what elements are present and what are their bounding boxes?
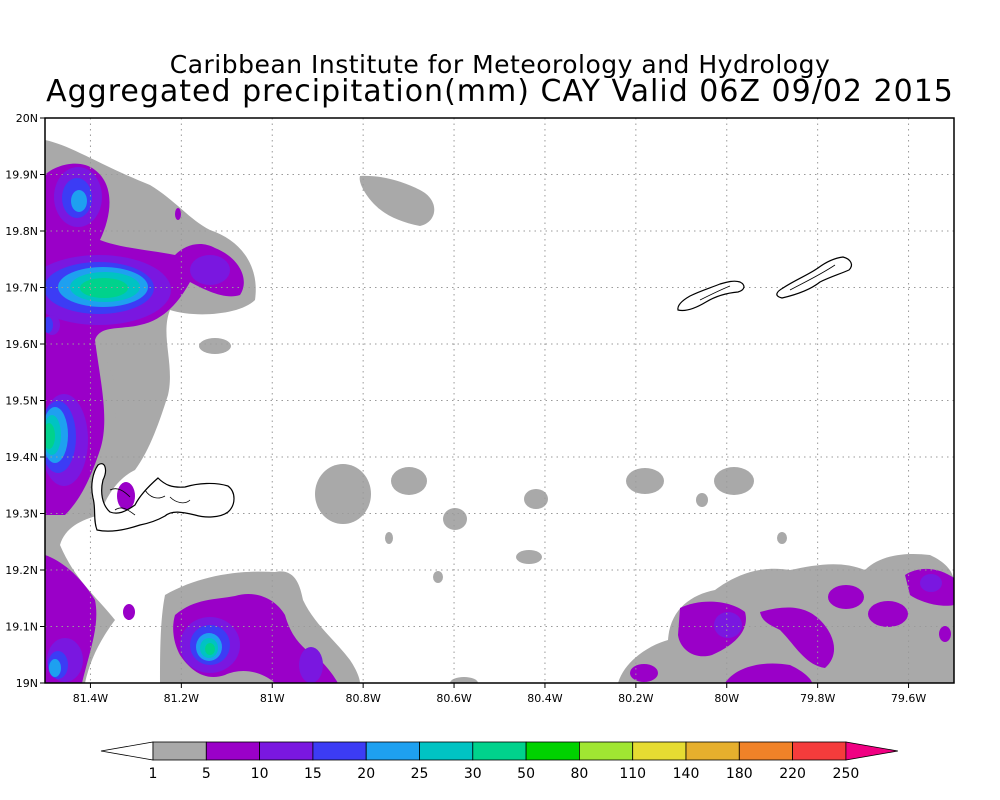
precip-cell-gray xyxy=(714,467,754,495)
precip-cell-gray xyxy=(391,467,427,495)
colorbar-box xyxy=(419,741,474,761)
lon-tick-label: 79.6W xyxy=(891,692,926,705)
lat-tick-label: 19.2N xyxy=(5,564,38,577)
lon-tick-label: 80.4W xyxy=(527,692,562,705)
colorbar-low-arrow xyxy=(100,741,154,761)
lat-tick-label: 19.5N xyxy=(5,395,38,408)
precip-field xyxy=(45,140,954,683)
colorbar-box xyxy=(792,741,847,761)
colorbar-box xyxy=(152,741,207,761)
lon-tick-label: 80.6W xyxy=(436,692,471,705)
island-little-cayman xyxy=(677,280,745,312)
colorbar-box xyxy=(525,741,580,761)
precip-cell-seagreen xyxy=(80,278,128,298)
map-grid xyxy=(45,117,954,684)
coastline-detail xyxy=(109,264,836,516)
precip-region-purple-east-2 xyxy=(760,607,835,668)
precip-cell-seagreen xyxy=(45,423,55,449)
lon-tick-label: 80.8W xyxy=(345,692,380,705)
colorbar-label: 110 xyxy=(619,766,646,782)
precip-region-purple-west xyxy=(45,163,244,515)
precip-cell-purple xyxy=(117,482,135,510)
precip-cell-gray xyxy=(696,493,708,507)
precip-cell-purple xyxy=(123,604,135,620)
lon-tick-label: 80W xyxy=(714,692,739,705)
lon-tick-label: 81.4W xyxy=(73,692,108,705)
island-grand-cayman xyxy=(91,463,235,532)
precip-cell-seagreen xyxy=(205,643,215,655)
lat-tick-label: 19.6N xyxy=(5,338,38,351)
precip-cell-gray xyxy=(777,532,787,544)
lat-tick-label: 19.1N xyxy=(5,621,38,634)
colorbar-label: 30 xyxy=(464,766,482,782)
precip-cell-gray xyxy=(433,571,443,583)
colorbar-box xyxy=(632,741,687,761)
longitude-axis: 81.4W 81.2W 81W 80.8W 80.6W 80.4W 80.2W 80W 79.8… xyxy=(73,683,926,705)
lon-tick-label: 81.2W xyxy=(164,692,199,705)
precip-cell-blue xyxy=(45,317,53,333)
precip-cell-purple xyxy=(828,585,864,609)
precip-cell-gray xyxy=(385,532,393,544)
precip-cell-violet xyxy=(299,647,323,683)
precip-cell-gray xyxy=(199,338,231,354)
colorbar-label: 80 xyxy=(570,766,588,782)
colorbar: 1 5 10 15 20 25 30 50 80 110 140 180 220 250 xyxy=(100,741,898,782)
colorbar-high-arrow xyxy=(845,741,898,761)
precip-cell-gray xyxy=(524,489,548,509)
precip-cell-gray xyxy=(443,508,467,530)
precip-cell-purple xyxy=(868,601,908,627)
precip-cell-gray xyxy=(626,468,664,494)
colorbar-label: 140 xyxy=(673,766,700,782)
colorbar-label: 250 xyxy=(833,766,860,782)
lat-tick-label: 19.3N xyxy=(5,508,38,521)
colorbar-box xyxy=(259,741,314,761)
precip-cell-lightblue xyxy=(71,190,87,212)
latitude-axis: 19N 19.1N 19.2N 19.3N 19.4N 19.5N 19.6N 19.7N 19… xyxy=(5,112,45,690)
precip-cell-gray xyxy=(315,464,371,524)
colorbar-box xyxy=(365,741,420,761)
precip-cell-gray xyxy=(359,175,435,226)
colorbar-label: 180 xyxy=(726,766,753,782)
colorbar-box xyxy=(205,741,261,761)
colorbar-label: 10 xyxy=(251,766,269,782)
colorbar-box xyxy=(685,741,740,761)
precip-cell-violet xyxy=(714,612,742,638)
precip-cell-violet xyxy=(190,255,230,285)
lon-tick-label: 79.8W xyxy=(800,692,835,705)
lat-tick-label: 20N xyxy=(16,112,38,125)
lat-tick-label: 19.4N xyxy=(5,451,38,464)
lon-tick-label: 80.2W xyxy=(618,692,653,705)
colorbar-label: 15 xyxy=(304,766,322,782)
lon-tick-label: 81W xyxy=(260,692,285,705)
lat-tick-label: 19.9N xyxy=(5,169,38,182)
title-line-2: Aggregated precipitation(mm) CAY Valid 0… xyxy=(46,74,954,109)
colorbar-box xyxy=(579,741,634,761)
colorbar-label: 5 xyxy=(202,766,211,782)
colorbar-label: 20 xyxy=(357,766,375,782)
colorbar-label: 1 xyxy=(149,766,158,782)
colorbar-label: 220 xyxy=(779,766,806,782)
colorbar-label: 50 xyxy=(517,766,535,782)
colorbar-box xyxy=(738,741,793,761)
lat-tick-label: 19N xyxy=(16,677,38,690)
colorbar-label: 25 xyxy=(411,766,429,782)
lat-tick-label: 19.8N xyxy=(5,225,38,238)
precip-cell-purple xyxy=(175,208,181,220)
colorbar-box xyxy=(472,741,527,761)
precip-cell-violet xyxy=(920,574,942,592)
lat-tick-label: 19.7N xyxy=(5,282,38,295)
precip-cell-gray xyxy=(516,550,542,564)
precip-cell-lightblue xyxy=(49,659,61,677)
colorbar-box xyxy=(312,741,367,761)
precip-cell-purple xyxy=(939,626,951,642)
precip-region-purple-southeast xyxy=(725,663,812,683)
precip-cell-gray xyxy=(450,677,478,683)
title-line-1: Caribbean Institute for Meteorology and … xyxy=(169,50,831,79)
precip-cell-purple xyxy=(630,664,658,682)
